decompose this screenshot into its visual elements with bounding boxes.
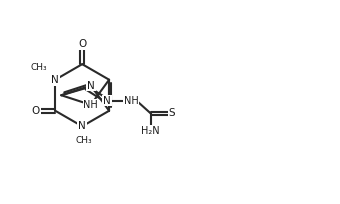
- Text: O: O: [32, 106, 40, 116]
- Text: N: N: [78, 121, 86, 131]
- Text: N: N: [103, 96, 111, 106]
- Text: S: S: [168, 109, 175, 119]
- Text: O: O: [78, 39, 86, 49]
- Text: CH₃: CH₃: [31, 63, 47, 72]
- Text: N: N: [87, 81, 95, 91]
- Text: N: N: [51, 75, 59, 85]
- Text: NH: NH: [124, 96, 139, 106]
- Text: NH: NH: [84, 100, 98, 110]
- Text: CH₃: CH₃: [75, 136, 92, 145]
- Text: H₂N: H₂N: [141, 126, 160, 136]
